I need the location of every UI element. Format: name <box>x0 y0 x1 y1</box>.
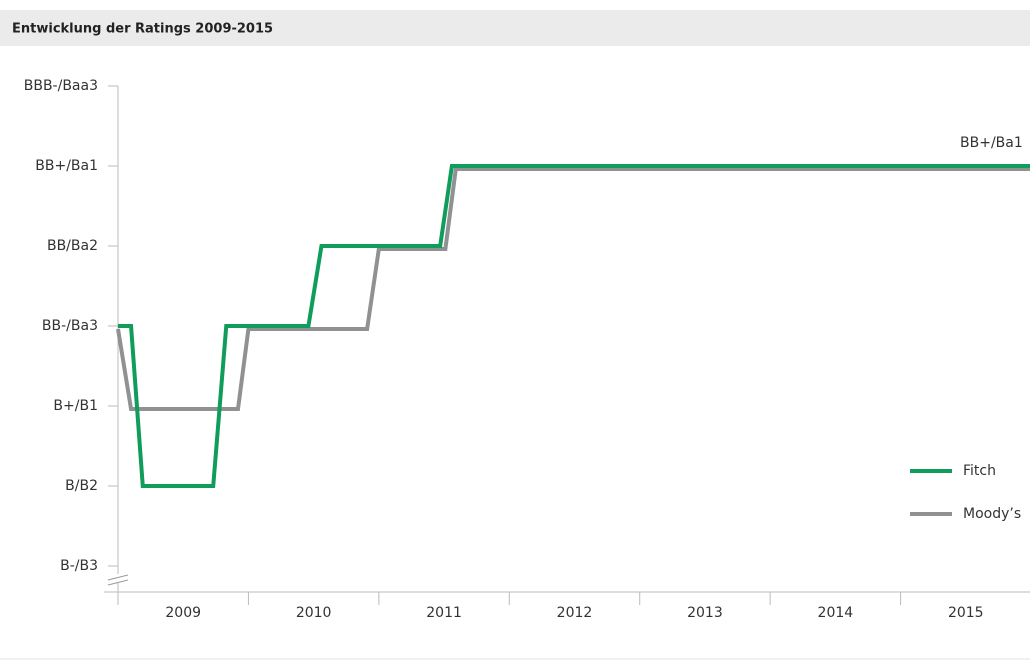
chart-title: Entwicklung der Ratings 2009-2015 <box>12 22 273 37</box>
line <box>118 164 1030 488</box>
x-tick-label: 2010 <box>296 605 332 621</box>
y-tick-label: B-/B3 <box>60 558 98 574</box>
axis-break <box>107 574 129 581</box>
y-tick-label: BB/Ba2 <box>47 238 98 254</box>
x-tick-label: 2014 <box>818 605 854 621</box>
x-tick-label: 2011 <box>426 605 462 621</box>
y-tick-label: BB+/Ba1 <box>35 158 98 174</box>
legend-label: Fitch <box>963 463 996 479</box>
axis-break <box>107 579 129 586</box>
x-tick-label: 2012 <box>557 605 593 621</box>
y-tick-label: BBB-/Baa3 <box>24 78 98 94</box>
y-tick-label: B/B2 <box>65 478 98 494</box>
x-tick-label: 2013 <box>687 605 723 621</box>
annotation: BB+/Ba1 <box>960 135 1023 151</box>
x-tick-label: 2009 <box>165 605 201 621</box>
legend-label: Moody’s <box>963 506 1021 522</box>
line <box>116 167 1030 411</box>
y-tick-label: BB-/Ba3 <box>42 318 98 334</box>
x-tick-label: 2015 <box>948 605 984 621</box>
header-bar <box>0 10 1030 46</box>
y-tick-label: B+/B1 <box>53 398 98 414</box>
